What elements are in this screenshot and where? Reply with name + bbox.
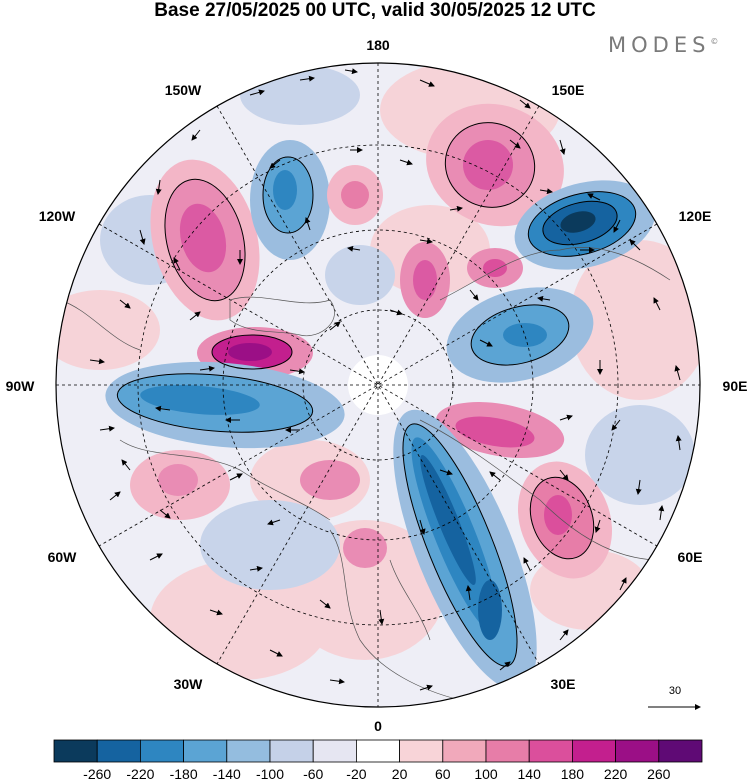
map-boundary (55, 62, 701, 708)
colorbar: -260 -220 -180 -140 -100 -60 -20 20 60 100 140 180 2… (53, 739, 703, 782)
wind-vectors (89, 68, 682, 691)
colorbar-swatch (183, 739, 228, 763)
label-30e: 30E (551, 676, 576, 692)
colorbar-tick-label: -220 (126, 766, 154, 782)
colorbar-swatch (269, 739, 314, 763)
label-60w: 60W (48, 549, 78, 565)
label-120w: 120W (39, 208, 76, 224)
colorbar-swatch (53, 739, 98, 763)
brand-logo: MODES© (608, 33, 718, 57)
label-60e: 60E (678, 549, 703, 565)
colorbar-swatch (442, 739, 487, 763)
label-180: 180 (366, 37, 390, 53)
colorbar-tick-label: 180 (561, 766, 585, 782)
colorbar-tick-label: -180 (170, 766, 198, 782)
colorbar-swatch (485, 739, 530, 763)
label-90e: 90E (723, 378, 748, 394)
colorbar-tick-label: 60 (435, 766, 451, 782)
label-150w: 150W (165, 82, 202, 98)
colorbar-tick-label: -60 (303, 766, 323, 782)
colorbar-tick-label: 100 (474, 766, 498, 782)
colorbar-swatch (399, 739, 444, 763)
colorbar-tick-label: 220 (604, 766, 628, 782)
meridians (56, 63, 700, 707)
colorbar-swatch (312, 739, 357, 763)
colorbar-tick-label: 20 (392, 766, 408, 782)
label-0: 0 (374, 718, 382, 734)
anomaly-field (56, 63, 700, 707)
map-title: Base 27/05/2025 00 UTC, valid 30/05/2025… (154, 0, 596, 21)
anomaly-contours (116, 122, 637, 667)
colorbar-swatch (96, 739, 141, 763)
colorbar-swatch (615, 739, 660, 763)
colorbar-tick-label: -260 (83, 766, 111, 782)
label-150e: 150E (552, 82, 585, 98)
coastlines (59, 247, 671, 701)
colorbar-swatch (139, 739, 184, 763)
brand-mark: © (710, 37, 719, 46)
reference-vector-label: 30 (669, 685, 681, 697)
colorbar-swatch (528, 739, 573, 763)
label-30w: 30W (174, 676, 204, 692)
brand-text: MODES (608, 33, 711, 57)
colorbar-tick-label: 140 (518, 766, 542, 782)
label-90w: 90W (6, 378, 36, 394)
colorbar-tick-label: -100 (256, 766, 284, 782)
colorbar-swatch (572, 739, 617, 763)
longitude-labels: 180 150W 150E 120W 120E 90W 90E 60W 60E … (6, 37, 748, 734)
colorbar-tick-label: 260 (647, 766, 671, 782)
reference-vector: 30 (648, 685, 701, 710)
colorbar-swatch (355, 739, 400, 763)
colorbar-tick-label: -140 (213, 766, 241, 782)
colorbar-tick-label: -20 (346, 766, 366, 782)
colorbar-swatch (658, 739, 703, 763)
label-120e: 120E (679, 208, 712, 224)
colorbar-swatch (226, 739, 271, 763)
